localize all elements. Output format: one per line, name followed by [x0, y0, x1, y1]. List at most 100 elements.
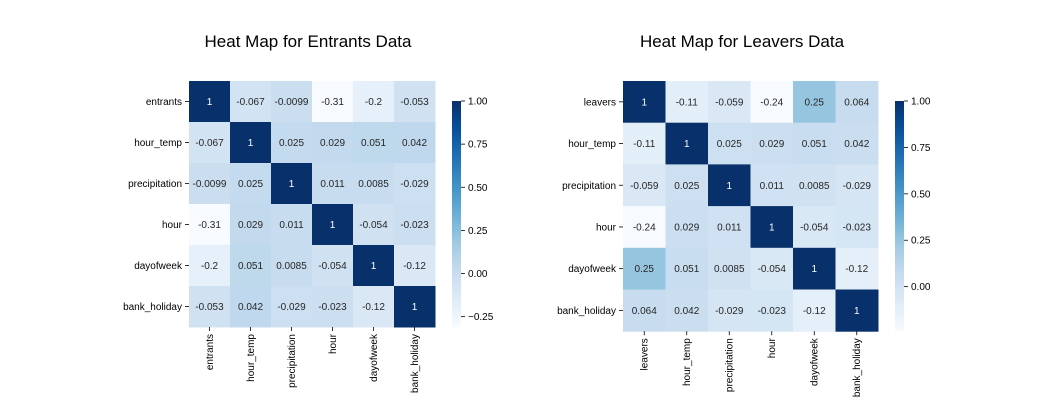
leavers-cell-label: 0.051 — [802, 139, 827, 150]
entrants-row-label: bank_holiday — [123, 302, 182, 313]
entrants-cell-label: 0.029 — [320, 138, 345, 149]
entrants-cell-label: -0.029 — [400, 179, 429, 190]
entrants-cell-label: 0.025 — [279, 138, 304, 149]
entrants-cell-label: 0.051 — [361, 138, 386, 149]
leavers-row-label: dayofweek — [568, 264, 617, 275]
leavers-cell-bank_holiday-hour — [750, 289, 794, 332]
entrants-cell-bank_holiday-hour_temp — [230, 286, 272, 328]
leavers-cell-dayofweek-precipitation — [708, 247, 751, 290]
entrants-cell-hour-entrants — [189, 204, 231, 246]
entrants-cell-hour_temp-bank_holiday — [394, 122, 436, 164]
entrants-col-label: dayofweek — [369, 333, 380, 382]
leavers-cell-dayofweek-dayofweek — [793, 247, 836, 290]
entrants-cell-label: 1 — [412, 302, 418, 313]
leavers-cell-label: 0.25 — [635, 264, 655, 275]
leavers-colorbar-label: 0.75 — [911, 143, 931, 154]
leavers-cell-label: 0.0085 — [799, 181, 830, 192]
leavers-cell-label: -0.11 — [676, 97, 698, 108]
entrants-cell-label: 1 — [330, 220, 336, 231]
entrants-cell-label: 0.042 — [238, 302, 263, 313]
leavers-cell-label: 0.051 — [674, 264, 699, 275]
leavers-cell-hour_temp-precipitation — [708, 122, 751, 165]
leavers-cell-label: 0.042 — [674, 306, 699, 317]
leavers-row-label: hour — [596, 222, 617, 233]
entrants-cell-label: 0.025 — [238, 179, 263, 190]
leavers-cell-label: 1 — [769, 222, 775, 233]
entrants-col-label: hour — [328, 333, 339, 354]
entrants-cell-label: 0.011 — [320, 179, 345, 190]
entrants-cell-hour_temp-entrants — [189, 122, 231, 164]
entrants-cell-hour_temp-hour_temp — [230, 122, 272, 164]
leavers-cell-label: -0.12 — [845, 264, 868, 275]
leavers-cell-precipitation-precipitation — [708, 164, 751, 207]
leavers-cell-label: 0.064 — [632, 306, 657, 317]
leavers-cell-label: -0.054 — [758, 264, 787, 275]
leavers-cell-label: 0.011 — [760, 181, 785, 192]
leavers-cell-hour_temp-leavers — [623, 122, 666, 165]
entrants-cell-dayofweek-dayofweek — [353, 245, 395, 287]
entrants-cell-hour_temp-hour — [312, 122, 354, 164]
leavers-cell-hour-precipitation — [708, 206, 751, 249]
entrants-cell-label: -0.053 — [400, 97, 429, 108]
entrants-cell-label: 1 — [248, 138, 254, 149]
leavers-cell-hour_temp-dayofweek — [793, 122, 836, 165]
entrants-cell-label: -0.0099 — [275, 97, 309, 108]
leavers-cell-hour-bank_holiday — [835, 206, 879, 249]
leavers-colorbar — [895, 101, 904, 332]
entrants-cell-label: 1 — [371, 261, 377, 272]
entrants-cell-label: 0.011 — [279, 220, 304, 231]
leavers-row-label: leavers — [584, 97, 616, 108]
leavers-colorbar-label: 0.00 — [911, 282, 931, 293]
leavers-cell-label: 0.029 — [759, 139, 784, 150]
entrants-cell-precipitation-entrants — [189, 163, 231, 205]
entrants-colorbar-label: 0.75 — [468, 140, 488, 151]
entrants-colorbar-label: 0.50 — [468, 183, 488, 194]
entrants-cell-hour_temp-dayofweek — [353, 122, 395, 164]
leavers-cell-dayofweek-hour — [750, 247, 794, 290]
entrants-cell-label: -0.067 — [195, 138, 224, 149]
entrants-cell-precipitation-hour_temp — [230, 163, 272, 205]
leavers-cell-precipitation-bank_holiday — [835, 164, 879, 207]
leavers-cell-precipitation-leavers — [623, 164, 666, 207]
entrants-cell-entrants-hour — [312, 81, 354, 123]
entrants-cell-hour-hour_temp — [230, 204, 272, 246]
leavers-cell-bank_holiday-hour_temp — [665, 289, 709, 332]
entrants-cell-bank_holiday-entrants — [189, 286, 231, 328]
leavers-cell-label: 1 — [854, 306, 860, 317]
entrants-cell-entrants-hour_temp — [230, 81, 272, 123]
entrants-cell-label: -0.12 — [403, 261, 426, 272]
entrants-cell-hour-hour — [312, 204, 354, 246]
entrants-cell-label: -0.023 — [400, 220, 429, 231]
entrants-cell-label: -0.054 — [359, 220, 388, 231]
entrants-col-label: entrants — [205, 334, 216, 370]
entrants-cell-entrants-precipitation — [271, 81, 313, 123]
leavers-cell-bank_holiday-dayofweek — [793, 289, 836, 332]
entrants-cell-label: -0.31 — [198, 220, 221, 231]
leavers-cell-label: 0.064 — [844, 97, 869, 108]
leavers-cell-label: -0.11 — [633, 139, 655, 150]
leavers-colorbar-label: 0.25 — [911, 236, 931, 247]
entrants-cell-bank_holiday-hour — [312, 286, 354, 328]
entrants-cell-label: 0.0085 — [358, 179, 389, 190]
leavers-cell-hour_temp-bank_holiday — [835, 122, 879, 165]
leavers-cell-hour-hour — [750, 206, 794, 249]
leavers-cell-hour_temp-hour_temp — [665, 122, 709, 165]
entrants-colorbar-label: −0.25 — [468, 312, 494, 323]
entrants-cell-label: 0.029 — [238, 220, 263, 231]
leavers-cell-label: -0.054 — [800, 222, 829, 233]
leavers-heatmap-title: Heat Map for Leavers Data — [640, 32, 845, 51]
leavers-col-label: hour_temp — [682, 338, 693, 386]
leavers-cell-hour_temp-hour — [750, 122, 794, 165]
entrants-cell-label: -0.0099 — [193, 179, 227, 190]
entrants-cell-label: -0.023 — [318, 302, 347, 313]
entrants-cell-bank_holiday-bank_holiday — [394, 286, 436, 328]
entrants-heatmap-title: Heat Map for Entrants Data — [205, 32, 412, 51]
entrants-cell-label: 1 — [207, 97, 213, 108]
leavers-cell-dayofweek-bank_holiday — [835, 247, 879, 290]
leavers-cell-label: 0.025 — [717, 139, 742, 150]
leavers-cell-label: 0.025 — [674, 181, 699, 192]
leavers-cell-label: -0.029 — [715, 306, 744, 317]
leavers-cell-leavers-hour_temp — [665, 81, 709, 124]
leavers-cell-label: -0.023 — [758, 306, 787, 317]
leavers-col-label: hour — [767, 338, 778, 359]
